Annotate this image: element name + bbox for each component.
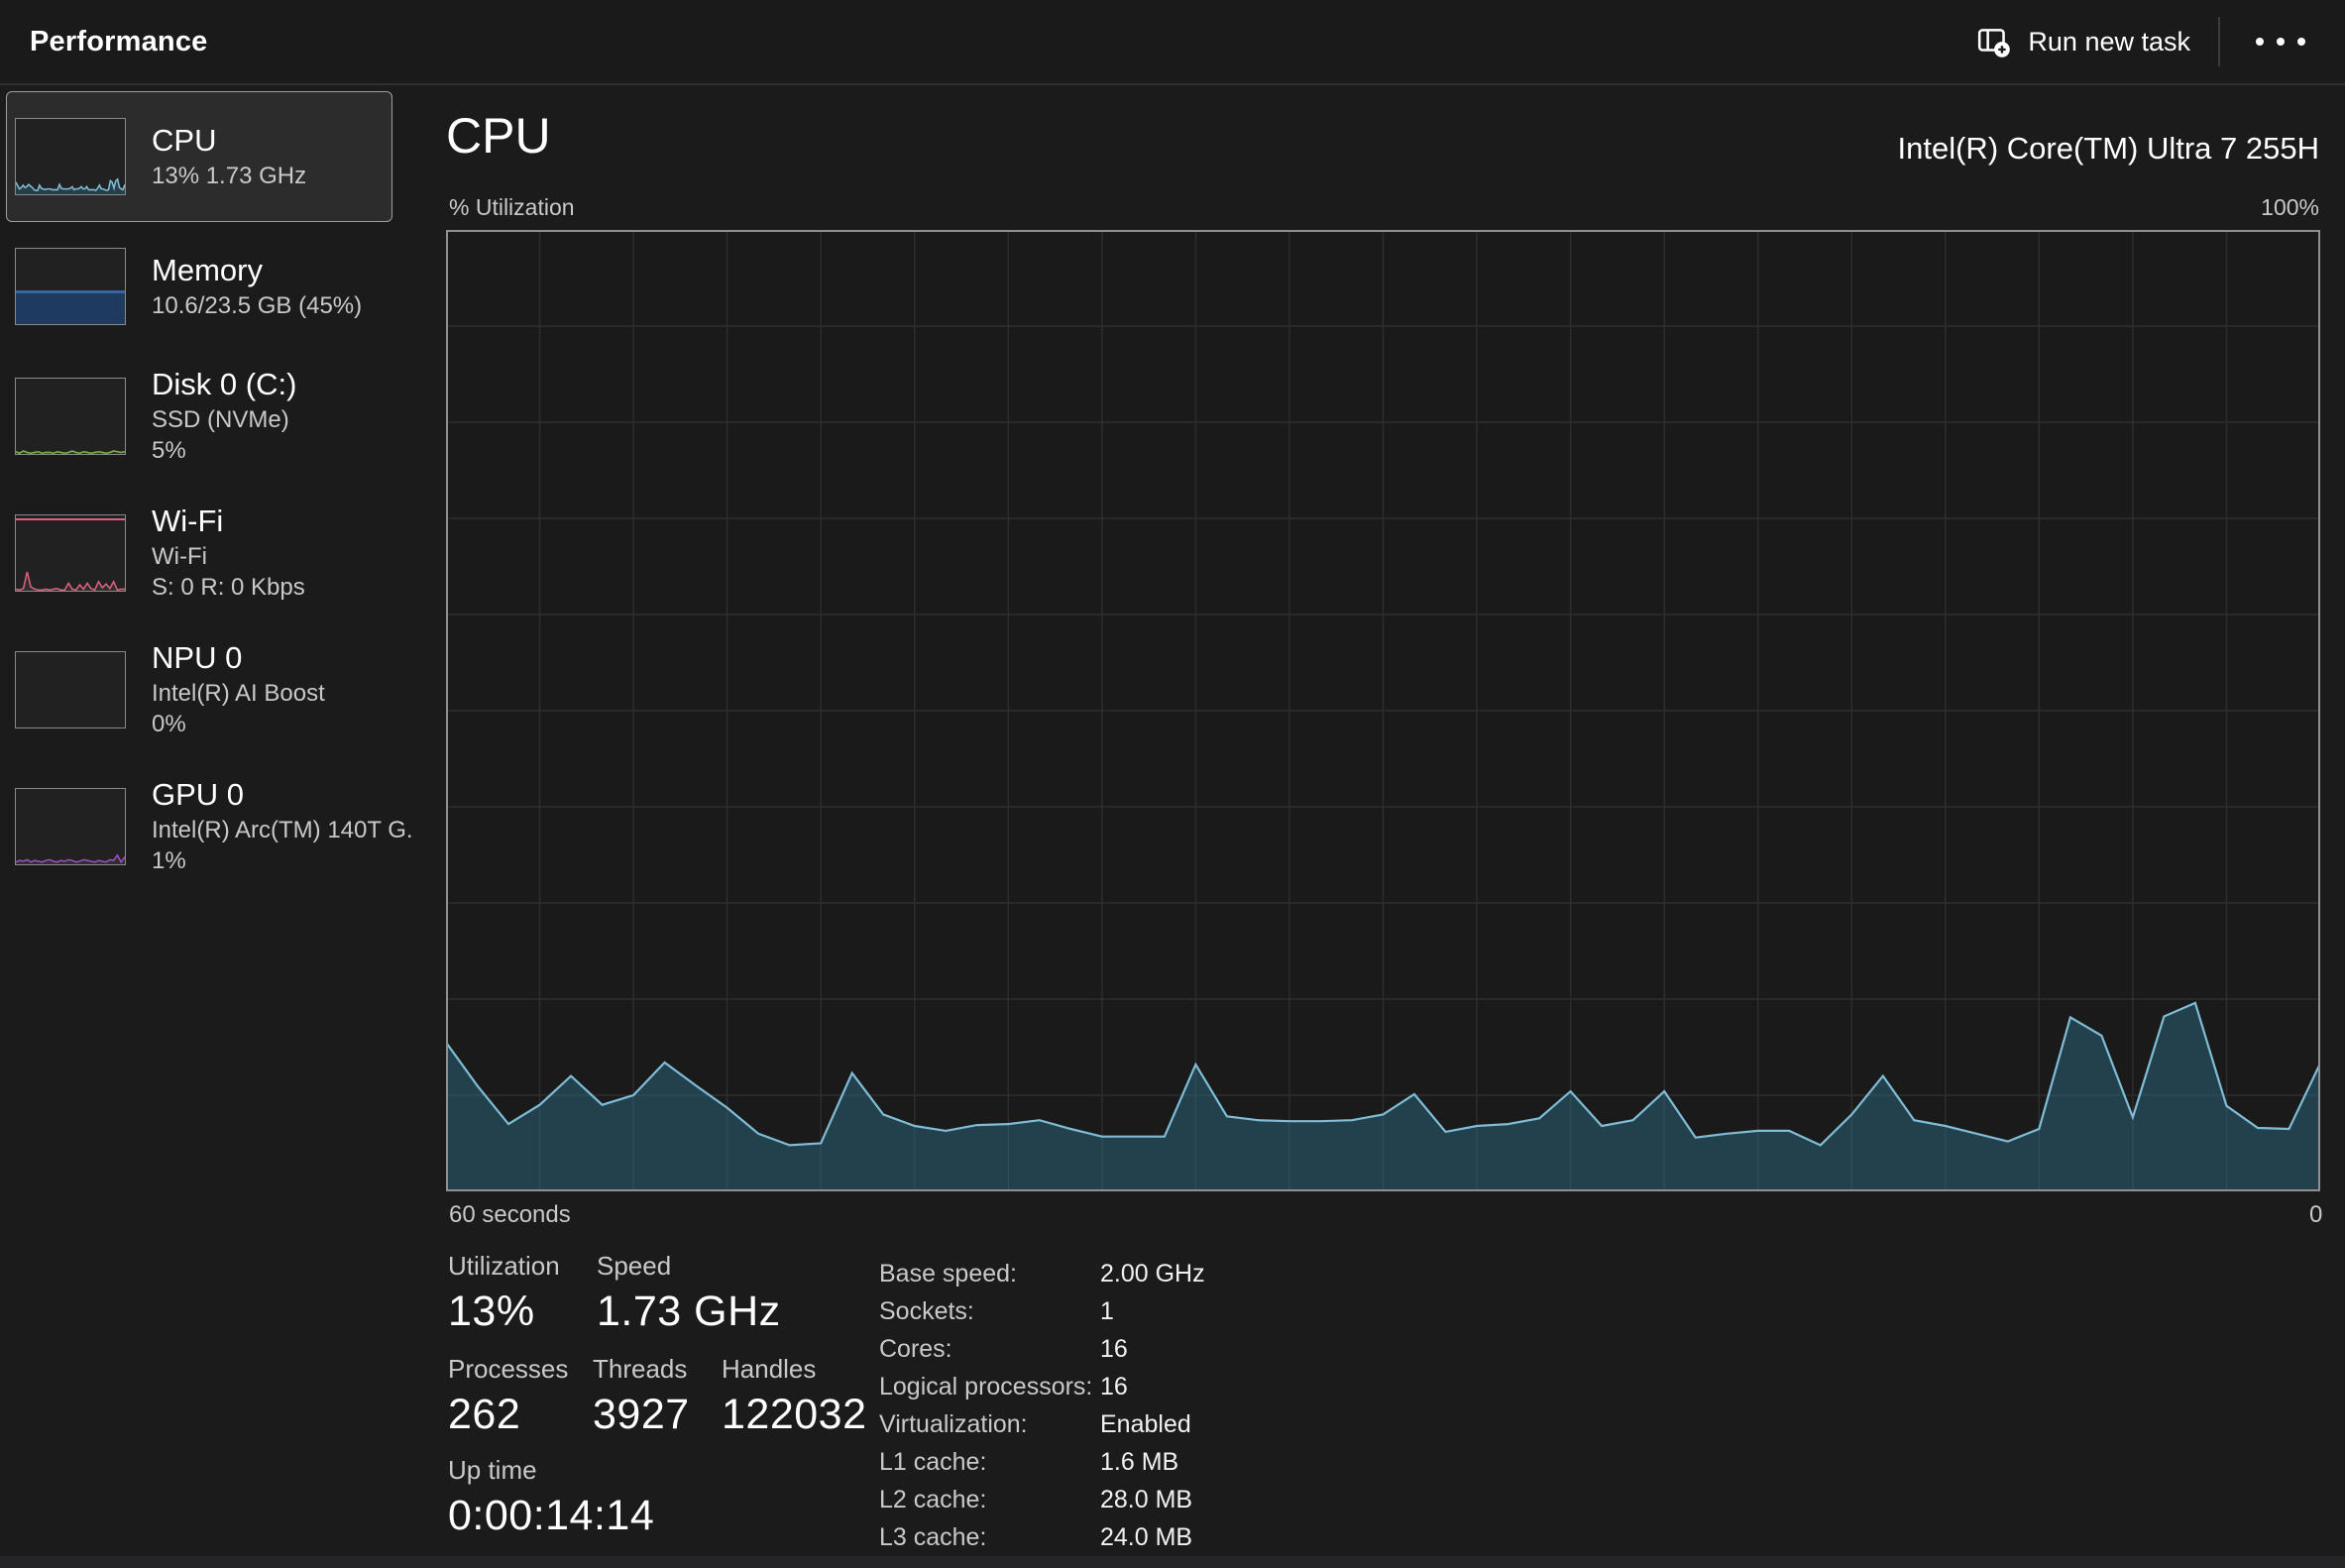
sidebar-item-subtext: 13% 1.73 GHz <box>152 162 307 189</box>
run-new-task-label: Run new task <box>2028 26 2190 56</box>
run-new-task-button[interactable]: Run new task <box>1958 14 2208 69</box>
sidebar-item-subtext: 5% <box>152 437 186 465</box>
sidebar-item-title: Disk 0 (C:) <box>152 366 297 401</box>
sidebar-item-cpu[interactable]: CPU 13% 1.73 GHz <box>6 91 392 222</box>
sidebar-item-subtext: Intel(R) AI Boost <box>152 679 325 707</box>
y-axis-max-label: 100% <box>2261 194 2319 220</box>
sidebar-item-subtext: 0% <box>152 711 186 738</box>
stat-speed: Speed 1.73 GHz <box>597 1251 781 1335</box>
sidebar-item-subtext: 10.6/23.5 GB (45%) <box>152 291 363 319</box>
x-axis-left-label: 60 seconds <box>449 1201 571 1228</box>
spec-row: Sockets: 1 <box>879 1292 1205 1330</box>
y-axis-label: % Utilization <box>449 194 575 220</box>
cpu-mini-chart <box>15 118 126 195</box>
top-bar: Performance Run new task <box>0 0 2345 83</box>
page-title: Performance <box>30 25 208 57</box>
spec-value: 1.6 MB <box>1100 1447 1179 1476</box>
more-options-button[interactable] <box>2230 24 2331 59</box>
spec-value: Enabled <box>1100 1409 1191 1438</box>
spec-row: Virtualization: Enabled <box>879 1405 1205 1443</box>
spec-row: Base speed: 2.00 GHz <box>879 1255 1205 1292</box>
sidebar-item-subtext: SSD (NVMe) <box>152 405 289 433</box>
stat-handles: Handles 122032 <box>722 1354 867 1438</box>
wifi-mini-chart <box>15 514 126 592</box>
spec-value: 16 <box>1100 1334 1128 1363</box>
spec-label: L3 cache: <box>879 1522 987 1551</box>
spec-value: 16 <box>1100 1372 1128 1400</box>
spec-label: Logical processors: <box>879 1372 1093 1400</box>
wifi-scale-topline <box>16 518 125 520</box>
spec-label: Cores: <box>879 1334 952 1363</box>
sidebar-item-subtext: Intel(R) Arc(TM) 140T G. <box>152 816 413 843</box>
stat-processes: Processes 262 <box>448 1354 569 1438</box>
sidebar-item-title: CPU <box>152 122 217 158</box>
sidebar-item-title: Wi-Fi <box>152 503 224 538</box>
spec-label: Sockets: <box>879 1296 974 1325</box>
spec-row: L1 cache: 1.6 MB <box>879 1443 1205 1481</box>
sidebar-item-disk0[interactable]: Disk 0 (C:) SSD (NVMe) 5% <box>6 351 392 482</box>
header-divider <box>0 83 2345 85</box>
stat-uptime: Up time 0:00:14:14 <box>448 1455 655 1539</box>
spec-value: 2.00 GHz <box>1100 1259 1205 1288</box>
spec-row: L3 cache: 24.0 MB <box>879 1518 1205 1556</box>
spec-row: Logical processors: 16 <box>879 1368 1205 1405</box>
sidebar-item-subtext: S: 0 R: 0 Kbps <box>152 574 305 602</box>
disk0-mini-chart <box>15 378 126 455</box>
spec-row: L2 cache: 28.0 MB <box>879 1481 1205 1518</box>
memory-mini-chart <box>15 248 126 325</box>
stat-threads: Threads 3927 <box>593 1354 690 1438</box>
run-new-task-icon <box>1976 24 2012 59</box>
sidebar-item-subtext: Wi-Fi <box>152 542 207 570</box>
sidebar-item-title: GPU 0 <box>152 776 245 812</box>
stat-utilization: Utilization 13% <box>448 1251 560 1335</box>
cpu-utilization-chart <box>446 230 2320 1191</box>
sidebar-item-title: Memory <box>152 252 263 287</box>
cpu-spec-table: Base speed: 2.00 GHz Sockets: 1 Cores: 1… <box>879 1255 1205 1556</box>
sidebar-item-wifi[interactable]: Wi-Fi Wi-Fi S: 0 R: 0 Kbps <box>6 488 392 618</box>
performance-sidebar: CPU 13% 1.73 GHz Memory 10.6/23.5 GB (45… <box>6 91 413 892</box>
sidebar-item-memory[interactable]: Memory 10.6/23.5 GB (45%) <box>6 228 392 345</box>
sidebar-item-subtext: 1% <box>152 847 186 875</box>
spec-value: 28.0 MB <box>1100 1485 1193 1513</box>
cpu-model-name: Intel(R) Core(TM) Ultra 7 255H <box>1897 131 2319 166</box>
spec-value: 24.0 MB <box>1100 1522 1193 1551</box>
cpu-page-title: CPU <box>446 108 551 164</box>
gpu0-mini-chart <box>15 788 126 865</box>
sidebar-item-gpu0[interactable]: GPU 0 Intel(R) Arc(TM) 140T G. 1% <box>6 761 413 892</box>
x-axis-right-label: 0 <box>2309 1201 2323 1228</box>
spec-row: Cores: 16 <box>879 1330 1205 1368</box>
ellipsis-icon <box>2256 38 2264 46</box>
spec-value: 1 <box>1100 1296 1114 1325</box>
npu0-mini-chart <box>15 651 126 728</box>
sidebar-item-npu0[interactable]: NPU 0 Intel(R) AI Boost 0% <box>6 624 392 755</box>
toolbar-divider <box>2218 17 2220 66</box>
spec-label: L2 cache: <box>879 1485 987 1513</box>
sidebar-item-title: NPU 0 <box>152 639 243 675</box>
spec-label: Base speed: <box>879 1259 1017 1288</box>
spec-label: L1 cache: <box>879 1447 987 1476</box>
spec-label: Virtualization: <box>879 1409 1028 1438</box>
window-bottom-edge <box>0 1556 2345 1568</box>
